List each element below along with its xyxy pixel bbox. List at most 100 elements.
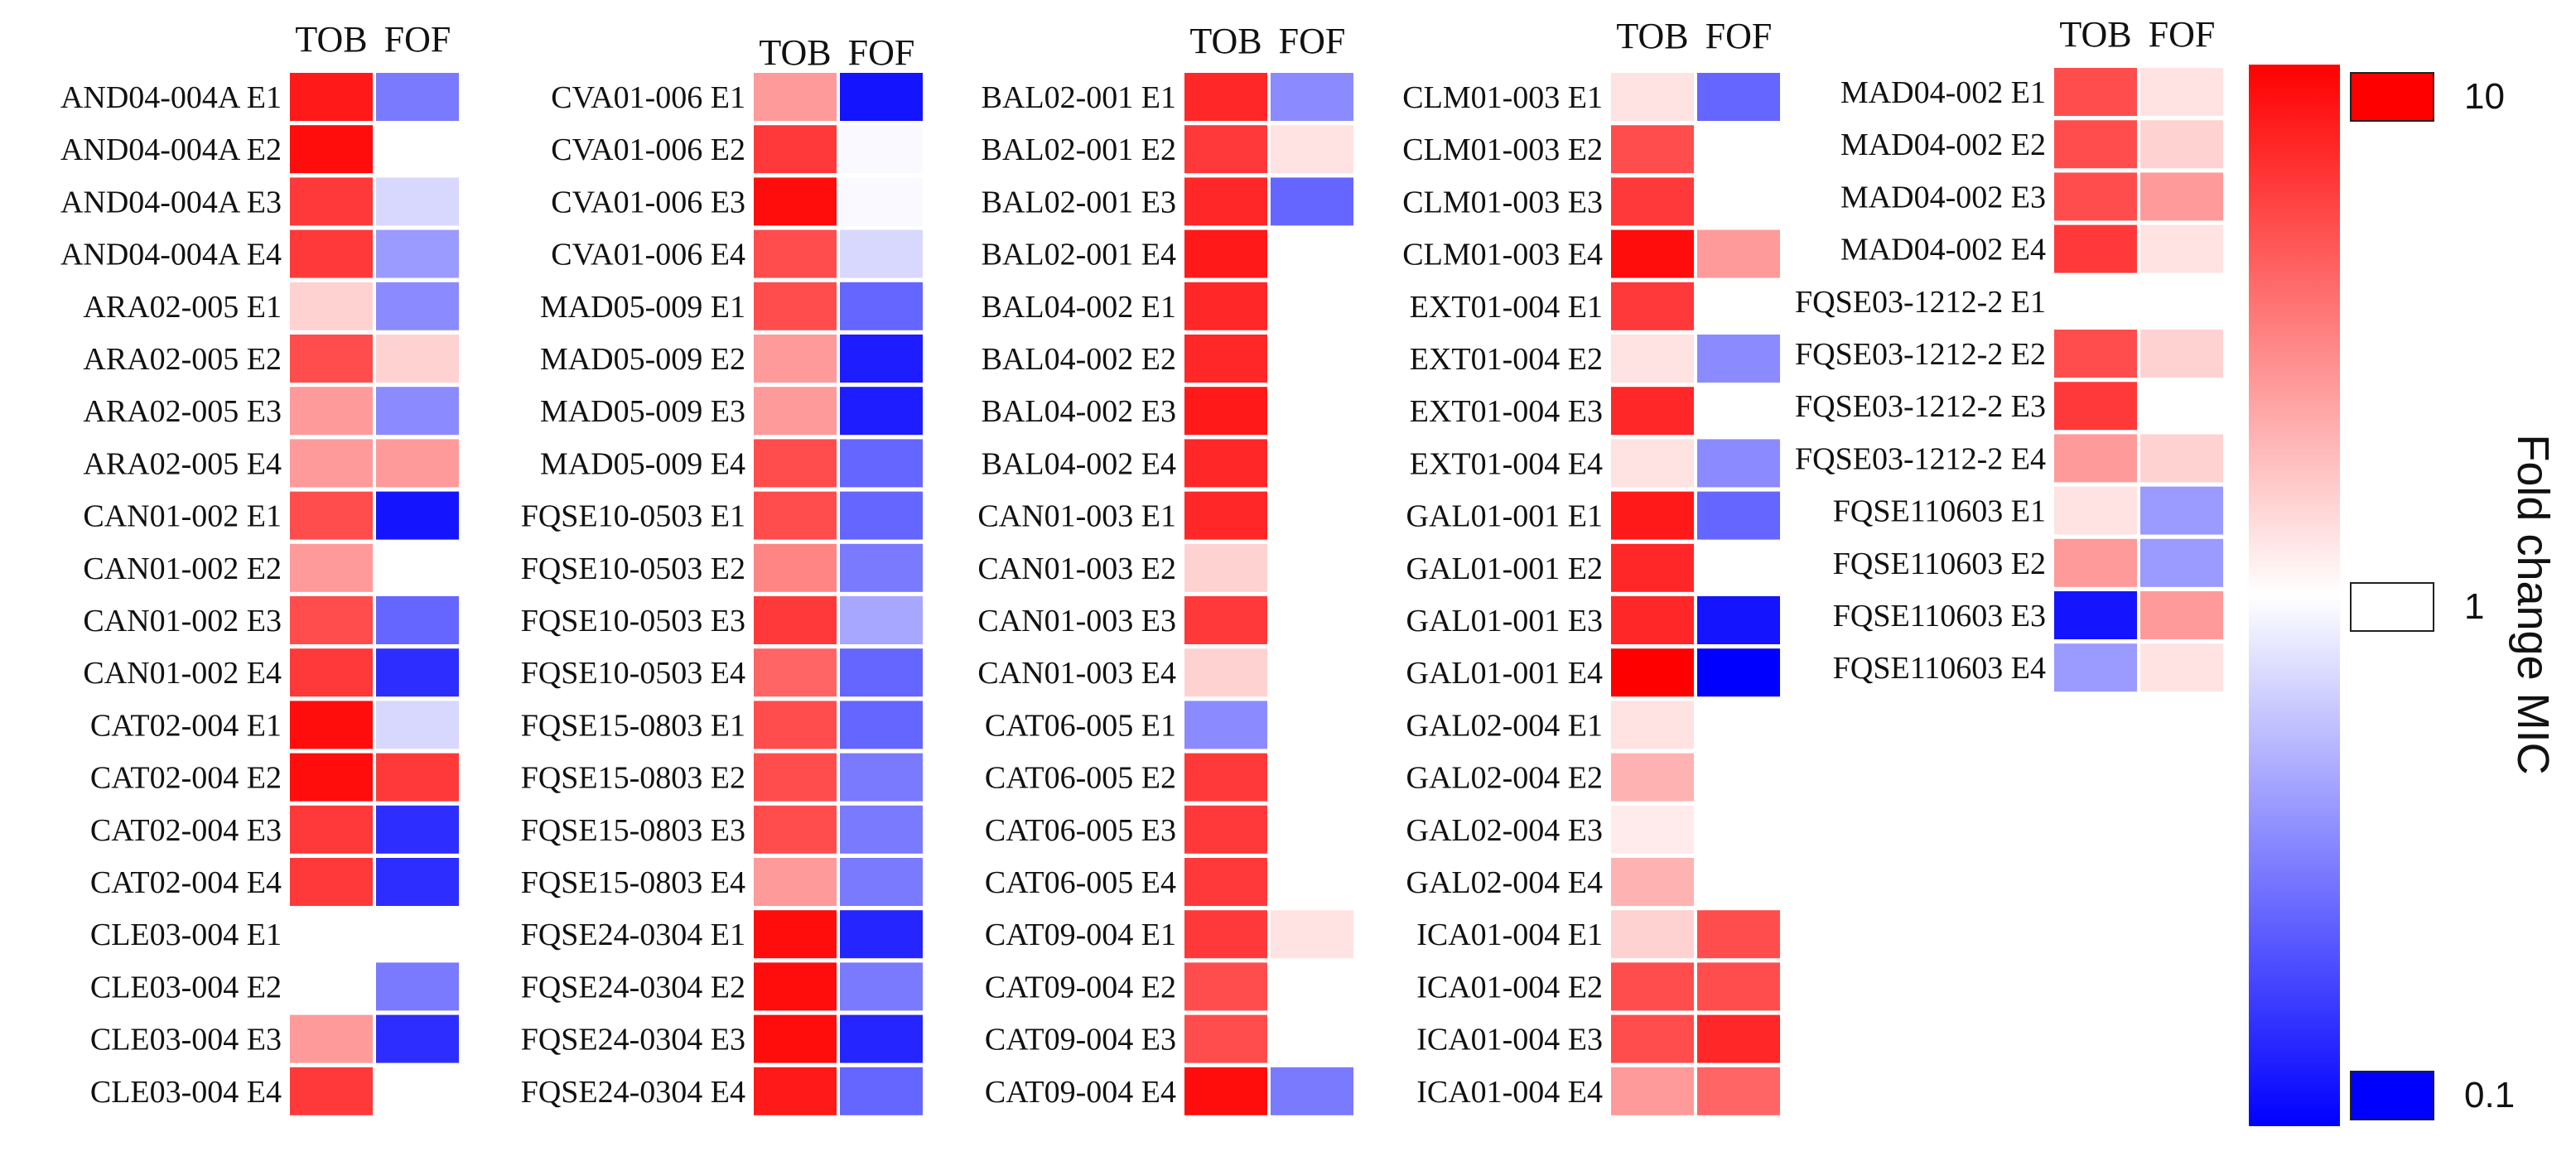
heatmap-cell-fof <box>840 439 923 488</box>
heatmap-cell-fof <box>1271 1014 1353 1063</box>
heatmap-cell-fof <box>840 177 923 226</box>
heatmap-cell-fof <box>840 648 923 697</box>
row-label: FQSE24-0304 E4 <box>521 1075 745 1110</box>
heatmap-cell-tob <box>2054 434 2137 483</box>
heatmap-cell-fof <box>840 910 923 959</box>
heatmap-cell-fof <box>1697 805 1780 854</box>
row-label: CAT06-005 E3 <box>985 813 1176 848</box>
row-label: CLE03-004 E1 <box>90 918 282 952</box>
row-label: CVA01-006 E4 <box>551 238 745 272</box>
heatmap-cell-tob <box>1184 439 1267 488</box>
heatmap-cell-fof <box>2140 591 2223 639</box>
heatmap-cell-tob <box>754 335 837 383</box>
row-label: ICA01-004 E3 <box>1416 1023 1603 1057</box>
heatmap-cell-fof <box>840 125 923 174</box>
heatmap-cell-fof <box>2140 68 2223 116</box>
heatmap-panel-2: TOB FOF CVA01-006 E1 CVA01-006 E2 CVA01-006 … <box>521 32 923 1115</box>
heatmap-cell-fof <box>1697 73 1780 121</box>
row-label: EXT01-004 E1 <box>1410 290 1603 325</box>
heatmap-cell-tob <box>2054 591 2137 639</box>
heatmap-cell-fof <box>1271 648 1353 697</box>
heatmap-cell-tob <box>1611 858 1694 906</box>
heatmap-cell-fof <box>1697 177 1780 226</box>
heatmap-cell-fof <box>840 387 923 436</box>
row-label: FQSE03-1212-2 E1 <box>1795 285 2046 320</box>
heatmap-panel-3: TOB FOF BAL02-001 E1 BAL02-001 E2 BAL02-001 … <box>977 21 1353 1115</box>
row-label: CAT02-004 E3 <box>90 813 282 848</box>
heatmap-cell-fof <box>1271 805 1353 854</box>
heatmap-cell-tob <box>1611 805 1694 854</box>
heatmap-cell-fof <box>2140 486 2223 535</box>
heatmap-cell-tob <box>290 491 373 540</box>
row-label: FQSE110603 E4 <box>1833 651 2046 686</box>
row-label: CAN01-002 E3 <box>83 604 282 638</box>
heatmap-cell-fof <box>1271 1067 1353 1115</box>
heatmap-cell-tob <box>2054 68 2137 116</box>
heatmap-cell-tob <box>1611 177 1694 226</box>
heatmap-cell-fof <box>376 491 459 540</box>
row-label: FQSE110603 E1 <box>1833 494 2046 529</box>
heatmap-cell-fof <box>840 701 923 749</box>
column-header-tob: TOB <box>2059 14 2131 55</box>
heatmap-cell-tob <box>2054 382 2137 431</box>
heatmap-cell-fof <box>376 125 459 174</box>
row-label: MAD04-002 E4 <box>1840 233 2046 267</box>
heatmap-cell-tob <box>2054 224 2137 273</box>
heatmap-cell-tob <box>754 910 837 959</box>
heatmap-cell-tob <box>1611 1067 1694 1115</box>
legend-title: Fold change MIC <box>2508 434 2558 774</box>
heatmap-cell-fof <box>1697 1067 1780 1115</box>
legend-tick-mid: 1 <box>2464 586 2484 627</box>
row-label: CVA01-006 E3 <box>551 185 745 219</box>
heatmap-cell-tob <box>1184 962 1267 1011</box>
heatmap-cell-fof <box>1697 543 1780 592</box>
row-label: AND04-004A E4 <box>60 238 282 272</box>
heatmap-cell-tob <box>1611 229 1694 278</box>
heatmap-cell-tob <box>1611 125 1694 174</box>
heatmap-cell-fof <box>376 177 459 226</box>
row-label: CLE03-004 E2 <box>90 970 282 1004</box>
heatmap-cell-tob <box>290 282 373 330</box>
legend-tick-high: 10 <box>2464 76 2505 117</box>
heatmap-cell-tob <box>754 805 837 854</box>
heatmap-cell-fof <box>376 387 459 436</box>
row-label: EXT01-004 E2 <box>1410 342 1603 377</box>
heatmap-cell-tob <box>1184 73 1267 121</box>
row-label: ICA01-004 E1 <box>1416 918 1603 952</box>
heatmap-cell-tob <box>754 491 837 540</box>
heatmap-cell-tob <box>290 1014 373 1063</box>
row-label: ARA02-005 E2 <box>83 342 282 377</box>
column-header-tob: TOB <box>1616 16 1688 56</box>
row-label: MAD04-002 E3 <box>1840 180 2046 214</box>
row-label: CLM01-003 E4 <box>1402 238 1603 272</box>
row-label: ARA02-005 E3 <box>83 394 282 429</box>
row-label: FQSE24-0304 E2 <box>521 970 745 1004</box>
heatmap-cell-tob <box>290 229 373 278</box>
heatmap-cell-fof <box>1697 387 1780 436</box>
row-label: CAN01-002 E4 <box>83 656 282 691</box>
heatmap-cell-tob <box>754 962 837 1011</box>
heatmap-cell-tob <box>2054 486 2137 535</box>
heatmap-cell-fof <box>2140 120 2223 169</box>
heatmap-cell-tob <box>1184 543 1267 592</box>
heatmap-cell-fof <box>1271 910 1353 959</box>
heatmap-cell-fof <box>1697 910 1780 959</box>
heatmap-cell-tob <box>754 1014 837 1063</box>
heatmap-cell-fof <box>840 962 923 1011</box>
row-label: ICA01-004 E4 <box>1416 1075 1603 1110</box>
heatmap-cell-fof <box>1697 1014 1780 1063</box>
row-label: FQSE110603 E2 <box>1833 547 2046 581</box>
heatmap-cell-fof <box>1697 282 1780 330</box>
row-label: CAN01-003 E3 <box>977 604 1176 638</box>
row-label: FQSE03-1212-2 E4 <box>1795 441 2046 476</box>
heatmap-cell-tob <box>2054 172 2137 221</box>
heatmap-cell-tob <box>2054 120 2137 169</box>
row-label: FQSE15-0803 E3 <box>521 813 745 848</box>
heatmap-cell-fof <box>1271 229 1353 278</box>
heatmap-cell-tob <box>754 387 837 436</box>
row-label: GAL01-001 E4 <box>1406 656 1603 691</box>
heatmap-cell-tob <box>754 439 837 488</box>
heatmap-cell-tob <box>754 73 837 121</box>
